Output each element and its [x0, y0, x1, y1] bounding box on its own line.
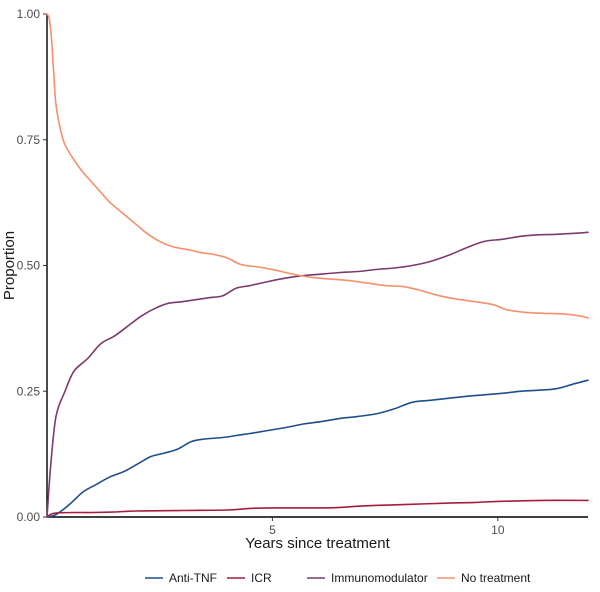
y-tick-label: 0.50 [17, 259, 41, 273]
y-tick-label: 0.75 [17, 133, 41, 147]
y-tick-label: 0.25 [17, 384, 41, 398]
legend-item-icr: ICR [227, 571, 272, 585]
legend-item-no-treatment: No treatment [437, 571, 531, 585]
y-tick-label: 0.00 [17, 510, 41, 524]
y-axis-title: Proportion [1, 231, 18, 300]
series-line-icr [46, 499, 589, 518]
x-tick-label: 5 [269, 523, 276, 537]
legend-label: Immunomodulator [331, 571, 428, 585]
legend-item-anti-tnf: Anti-TNF [145, 571, 217, 585]
series-line-immunomodulator [46, 231, 589, 518]
legend-label: Anti-TNF [169, 571, 217, 585]
legend-item-immunomodulator: Immunomodulator [307, 571, 428, 585]
y-tick-label: 1.00 [17, 7, 41, 21]
x-axis-title: Years since treatment [245, 535, 390, 552]
series-line-no-treatment [46, 13, 589, 319]
legend: Anti-TNF ICR Immunomodulator No treatment [145, 571, 531, 585]
legend-label: ICR [251, 571, 272, 585]
series-lines [46, 13, 589, 518]
legend-label: No treatment [461, 571, 531, 585]
x-tick-label: 10 [491, 523, 505, 537]
series-line-anti-tnf [46, 379, 589, 518]
axes: 0.00 0.25 0.50 0.75 1.00 5 10 [17, 7, 588, 537]
